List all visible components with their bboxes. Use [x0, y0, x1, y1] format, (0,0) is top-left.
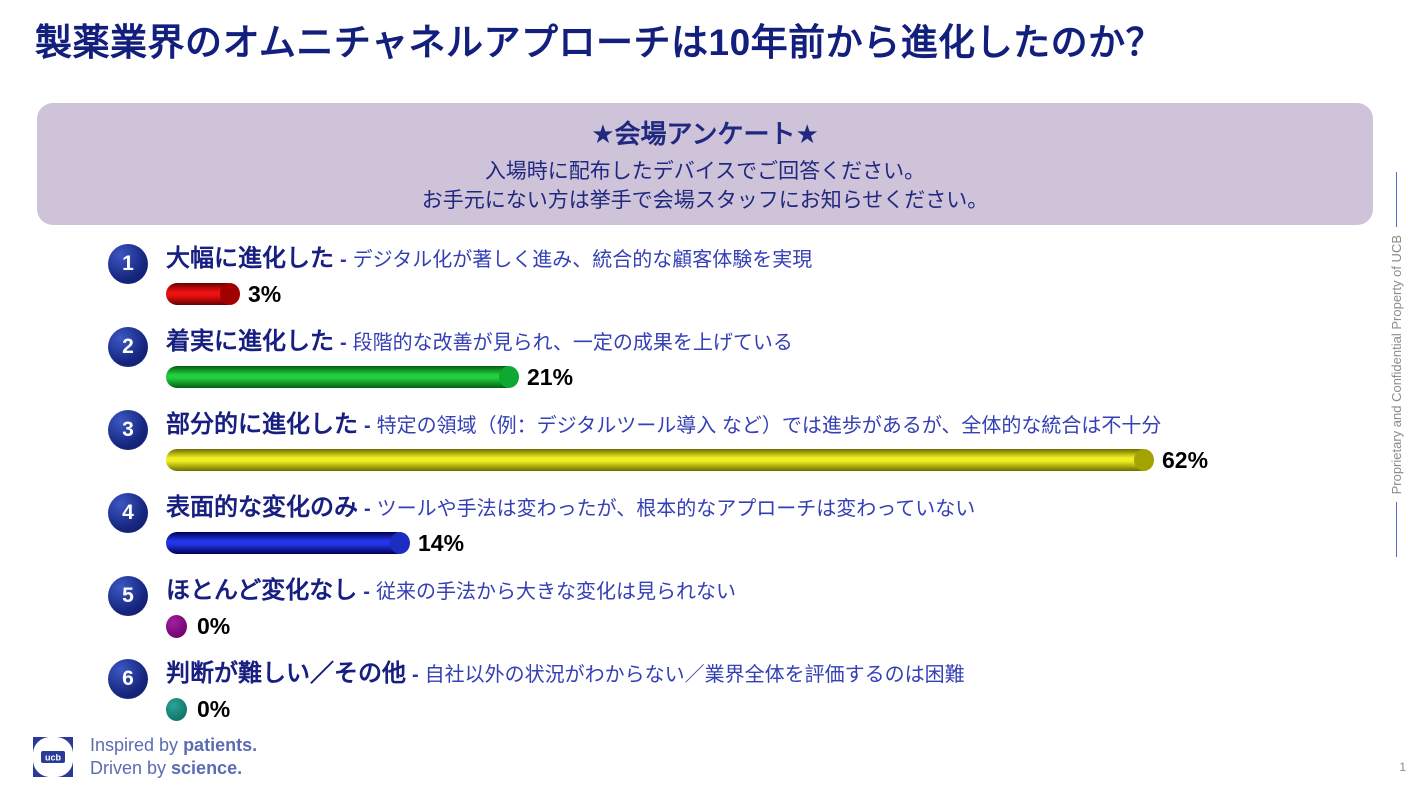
option-number: 2 — [122, 335, 134, 358]
footer: ucb Inspired by patients. Driven by scie… — [30, 734, 257, 780]
result-bar — [166, 614, 187, 638]
option-separator: - — [340, 249, 347, 271]
option-content: 大幅に進化した - デジタル化が著しく進み、統合的な顧客体験を実現 3% — [166, 243, 1378, 307]
result-bar-row: 21% — [166, 364, 1378, 390]
option-number: 3 — [122, 418, 134, 441]
option-text: 判断が難しい／その他 - 自社以外の状況がわからない／業界全体を評価するのは困難 — [166, 658, 1378, 693]
banner-instruction-1: 入場時に配布したデバイスでご回答ください。 — [484, 159, 926, 183]
option-separator: - — [364, 415, 371, 437]
option-separator: - — [364, 498, 371, 520]
option-content: 着実に進化した - 段階的な改善が見られ、一定の成果を上げている 21% — [166, 326, 1378, 390]
option-label: 着実に進化した — [166, 328, 334, 355]
result-percent: 3% — [248, 280, 282, 307]
option-number-badge: 6 — [108, 659, 148, 699]
confidential-strip: Proprietary and Confidential Property of… — [1383, 172, 1409, 592]
ucb-logo-icon: ucb — [33, 737, 73, 777]
brand-tagline: Inspired by patients. Driven by science. — [90, 734, 257, 780]
option-description: 段階的な改善が見られ、一定の成果を上げている — [352, 332, 793, 354]
result-bar-row: 3% — [166, 281, 1378, 307]
option-label: 表面的な変化のみ — [166, 494, 358, 521]
option-row-4: 4 表面的な変化のみ - ツールや手法は変わったが、根本的なアプローチは変わっていな… — [108, 492, 1378, 556]
result-percent: 0% — [197, 695, 231, 722]
result-bar — [166, 449, 1154, 471]
option-label: 大幅に進化した — [166, 245, 334, 272]
page-number: 1 — [1399, 760, 1406, 774]
option-text: ほとんど変化なし - 従来の手法から大きな変化は見られない — [166, 575, 1378, 610]
option-description: ツールや手法は変わったが、根本的なアプローチは変わっていない — [376, 498, 976, 520]
option-text: 着実に進化した - 段階的な改善が見られ、一定の成果を上げている — [166, 326, 1378, 361]
option-separator: - — [340, 332, 347, 354]
result-bar-row: 0% — [166, 696, 1378, 722]
option-description: 従来の手法から大きな変化は見られない — [375, 581, 736, 603]
option-number-badge: 5 — [108, 576, 148, 616]
result-bar-row: 62% — [166, 447, 1378, 473]
option-number: 5 — [122, 584, 134, 607]
survey-banner: ★会場アンケート★ 入場時に配布したデバイスでご回答ください。 お手元にない方は… — [37, 103, 1373, 225]
confidential-label: Proprietary and Confidential Property of… — [1388, 235, 1404, 495]
option-content: 部分的に進化した - 特定の領域（例：デジタルツール導入 など）では進歩があるが、全… — [166, 409, 1378, 473]
option-number: 4 — [122, 501, 134, 524]
result-percent: 21% — [527, 363, 574, 390]
option-text: 大幅に進化した - デジタル化が著しく進み、統合的な顧客体験を実現 — [166, 243, 1378, 278]
poll-options-list: 1 大幅に進化した - デジタル化が著しく進み、統合的な顧客体験を実現 3% 2 着… — [108, 243, 1378, 741]
divider — [1395, 502, 1397, 558]
option-text: 表面的な変化のみ - ツールや手法は変わったが、根本的なアプローチは変わっていない — [166, 492, 1378, 527]
result-bar — [166, 283, 240, 305]
option-separator: - — [363, 581, 370, 603]
option-description: 特定の領域（例：デジタルツール導入 など）では進歩があるが、全体的な統合は不十分 — [376, 415, 1162, 437]
option-number-badge: 4 — [108, 493, 148, 533]
result-bar — [166, 697, 187, 721]
option-label: ほとんど変化なし — [166, 577, 358, 604]
result-percent: 14% — [418, 529, 465, 556]
option-row-1: 1 大幅に進化した - デジタル化が著しく進み、統合的な顧客体験を実現 3% — [108, 243, 1378, 307]
ucb-logo-text: ucb — [45, 753, 62, 763]
option-label: 判断が難しい／その他 — [166, 660, 406, 687]
option-row-5: 5 ほとんど変化なし - 従来の手法から大きな変化は見られない 0% — [108, 575, 1378, 639]
option-number: 1 — [122, 252, 134, 275]
page-title: 製薬業界のオムニチャネルアプローチは10年前から進化したのか？ — [35, 22, 1164, 63]
option-number-badge: 3 — [108, 410, 148, 450]
result-bar — [166, 366, 519, 388]
result-bar-row: 14% — [166, 530, 1378, 556]
option-description: 自社以外の状況がわからない／業界全体を評価するのは困難 — [424, 664, 965, 686]
option-number-badge: 2 — [108, 327, 148, 367]
option-label: 部分的に進化した — [166, 411, 358, 438]
tagline-line-2: Driven by science. — [90, 758, 243, 778]
result-percent: 62% — [1162, 446, 1209, 473]
result-bar — [166, 532, 410, 554]
option-row-2: 2 着実に進化した - 段階的な改善が見られ、一定の成果を上げている 21% — [108, 326, 1378, 390]
option-content: 表面的な変化のみ - ツールや手法は変わったが、根本的なアプローチは変わっていない … — [166, 492, 1378, 556]
option-text: 部分的に進化した - 特定の領域（例：デジタルツール導入 など）では進歩があるが、全… — [166, 409, 1378, 444]
option-content: ほとんど変化なし - 従来の手法から大きな変化は見られない 0% — [166, 575, 1378, 639]
banner-heading: ★会場アンケート★ — [591, 118, 819, 149]
option-separator: - — [412, 664, 419, 686]
option-number: 6 — [122, 667, 134, 690]
result-percent: 0% — [197, 612, 231, 639]
banner-instruction-2: お手元にない方は挙手で会場スタッフにお知らせください。 — [421, 188, 989, 212]
option-content: 判断が難しい／その他 - 自社以外の状況がわからない／業界全体を評価するのは困難 0… — [166, 658, 1378, 722]
option-row-6: 6 判断が難しい／その他 - 自社以外の状況がわからない／業界全体を評価するのは困難… — [108, 658, 1378, 722]
result-bar-row: 0% — [166, 613, 1378, 639]
option-row-3: 3 部分的に進化した - 特定の領域（例：デジタルツール導入 など）では進歩があるが… — [108, 409, 1378, 473]
option-description: デジタル化が著しく進み、統合的な顧客体験を実現 — [352, 249, 813, 271]
tagline-line-1: Inspired by patients. — [90, 735, 258, 755]
divider — [1395, 172, 1397, 227]
option-number-badge: 1 — [108, 244, 148, 284]
